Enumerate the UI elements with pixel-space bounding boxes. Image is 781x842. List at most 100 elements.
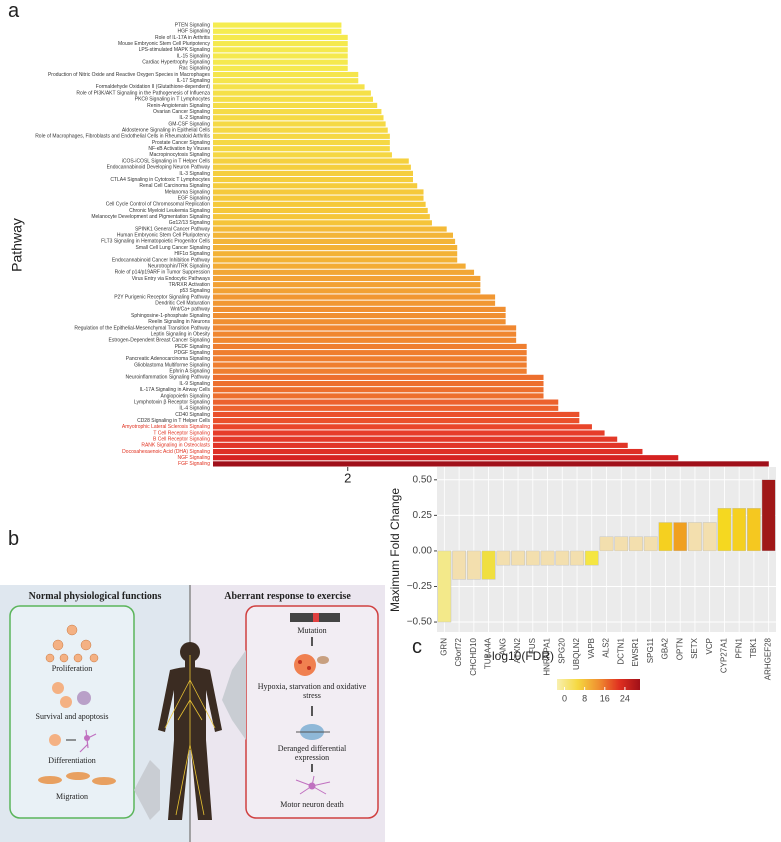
y-tick-label: Aldosterone Signaling in Epithelial Cell… xyxy=(122,127,211,133)
x-tick-label: HNRNPA1 xyxy=(543,637,552,675)
bar xyxy=(688,522,702,552)
bar xyxy=(213,288,481,294)
y-tick-label: IL-3 Signaling xyxy=(179,171,210,177)
y-tick-label: PEDF Signaling xyxy=(175,344,211,350)
bar xyxy=(213,362,527,368)
bar xyxy=(213,436,618,442)
item-label: Survival and apoptosis xyxy=(35,712,109,721)
y-tick-label: FLT3 Signaling in Hematopoietic Progenit… xyxy=(101,239,210,245)
x-tick-label: TUBA4A xyxy=(484,637,493,669)
bar xyxy=(213,152,392,158)
survival-icon xyxy=(52,682,91,708)
bar xyxy=(213,325,517,331)
y-tick-label: Role of IL-17A in Arthritis xyxy=(155,35,211,41)
y-tick-label: Ovarian Cancer Signaling xyxy=(153,109,210,115)
x-tick-label: 2 xyxy=(344,470,351,485)
step-label: Motor neuron death xyxy=(280,800,344,809)
y-tick-label: −0.25 xyxy=(407,581,433,592)
y-tick-label: Wnt/Ca+ pathway xyxy=(170,307,210,313)
x-tick-label: EWSR1 xyxy=(631,637,640,666)
bar xyxy=(213,411,580,418)
y-tick-label: Chronic Myeloid Leukemia Signaling xyxy=(129,208,210,214)
y-tick-label: iCOS-iCOSL Signaling in T Helper Cells xyxy=(122,158,211,164)
y-tick-label: Pancreatic Adenocarcinoma Signaling xyxy=(126,356,210,362)
bar xyxy=(213,109,382,115)
bar xyxy=(213,84,365,90)
bar xyxy=(213,127,388,133)
x-tick-label: TBK1 xyxy=(749,637,758,658)
y-tick-label: IL-4 Signaling xyxy=(179,406,210,412)
bar xyxy=(213,257,458,263)
y-tick-label: IL-17A Signaling in Airway Cells xyxy=(140,387,211,393)
bar xyxy=(213,337,517,343)
y-tick-label: Macropinocytosis Signaling xyxy=(149,152,210,158)
y-tick-label: Formaldehyde Oxidation II (Glutathione-d… xyxy=(96,84,211,90)
y-tick-label: Role of Macrophages, Fibroblasts and End… xyxy=(35,134,210,140)
bar xyxy=(213,102,378,109)
y-tick-label: 0.50 xyxy=(413,474,433,485)
bar xyxy=(213,269,475,275)
y-tick-label: Angiopoietin Signaling xyxy=(161,393,211,399)
bar xyxy=(452,550,466,580)
bar xyxy=(213,71,359,78)
bar xyxy=(673,522,688,552)
colorbar xyxy=(557,679,640,690)
y-tick-label: PDGF Signaling xyxy=(174,350,210,356)
y-tick-label: Prostate Cancer Signaling xyxy=(152,140,210,146)
step-label: Hypoxia, starvation and oxidative stress xyxy=(257,682,367,701)
bar xyxy=(213,207,428,214)
y-tick-label: Regulation of the Epithelial-Mesenchymal… xyxy=(74,325,210,331)
mutation-icon xyxy=(290,613,340,622)
bar xyxy=(747,508,761,552)
bar xyxy=(213,170,413,177)
bar xyxy=(213,146,390,152)
bar xyxy=(540,550,555,566)
x-tick-label: FUS xyxy=(528,638,537,654)
bar xyxy=(643,536,658,552)
differentiation-icon xyxy=(49,729,97,753)
y-tick-label: NF-κB Activation by Viruses xyxy=(148,146,210,152)
bar xyxy=(213,393,544,399)
y-tick-label: Leptin Signaling in Obesity xyxy=(151,331,211,337)
bar xyxy=(213,387,544,393)
y-tick-label: IL-15 Signaling xyxy=(177,53,211,59)
y-tick-label: Neuroinflammation Signaling Pathway xyxy=(126,375,211,381)
bar xyxy=(717,508,732,552)
y-tick-label: Ephrin A Signaling xyxy=(169,369,210,375)
panel-label: a xyxy=(8,0,20,22)
bar xyxy=(213,189,424,195)
bar xyxy=(599,536,614,552)
y-tick-label: TR/RXR Activation xyxy=(169,282,211,288)
y-tick-label: Cardiac Hypertrophy Signaling xyxy=(142,60,210,66)
item-label: Migration xyxy=(56,792,88,801)
bar xyxy=(761,479,776,552)
bar xyxy=(213,78,359,84)
y-tick-label: Virus Entry via Endocytic Pathways xyxy=(132,276,211,282)
y-tick-label: HGF Signaling xyxy=(177,29,210,35)
y-tick-label: T Cell Receptor Signaling xyxy=(153,430,210,436)
y-tick-label: Dendritic Cell Maturation xyxy=(155,301,210,307)
y-tick-label: IL-2 Signaling xyxy=(179,115,210,121)
colorbar-title: −log10(FDR) xyxy=(485,649,554,663)
bar xyxy=(213,380,544,387)
bar xyxy=(570,550,584,566)
connector xyxy=(134,760,160,820)
bar xyxy=(213,319,506,325)
y-tick-label: Rac Signaling xyxy=(179,66,210,72)
bar xyxy=(213,418,580,424)
bar xyxy=(213,183,418,189)
bar xyxy=(213,244,458,251)
bar xyxy=(213,350,527,356)
item-label: Differentiation xyxy=(48,756,96,765)
bar xyxy=(213,356,527,362)
bar xyxy=(213,177,413,183)
y-tick-label: EGF Signaling xyxy=(178,195,210,201)
x-tick-label: ARHGEF28 xyxy=(764,637,773,680)
y-tick-label: 0.25 xyxy=(413,510,433,521)
y-tick-label: Mouse Embryonic Stem Cell Pluripotency xyxy=(118,41,210,47)
y-tick-label: −0.50 xyxy=(407,617,433,628)
y-tick-label: GM-CSF Signaling xyxy=(168,121,210,127)
bar xyxy=(213,201,426,207)
proliferation-icon xyxy=(45,624,99,663)
y-axis-title: Maximum Fold Change xyxy=(388,488,402,612)
